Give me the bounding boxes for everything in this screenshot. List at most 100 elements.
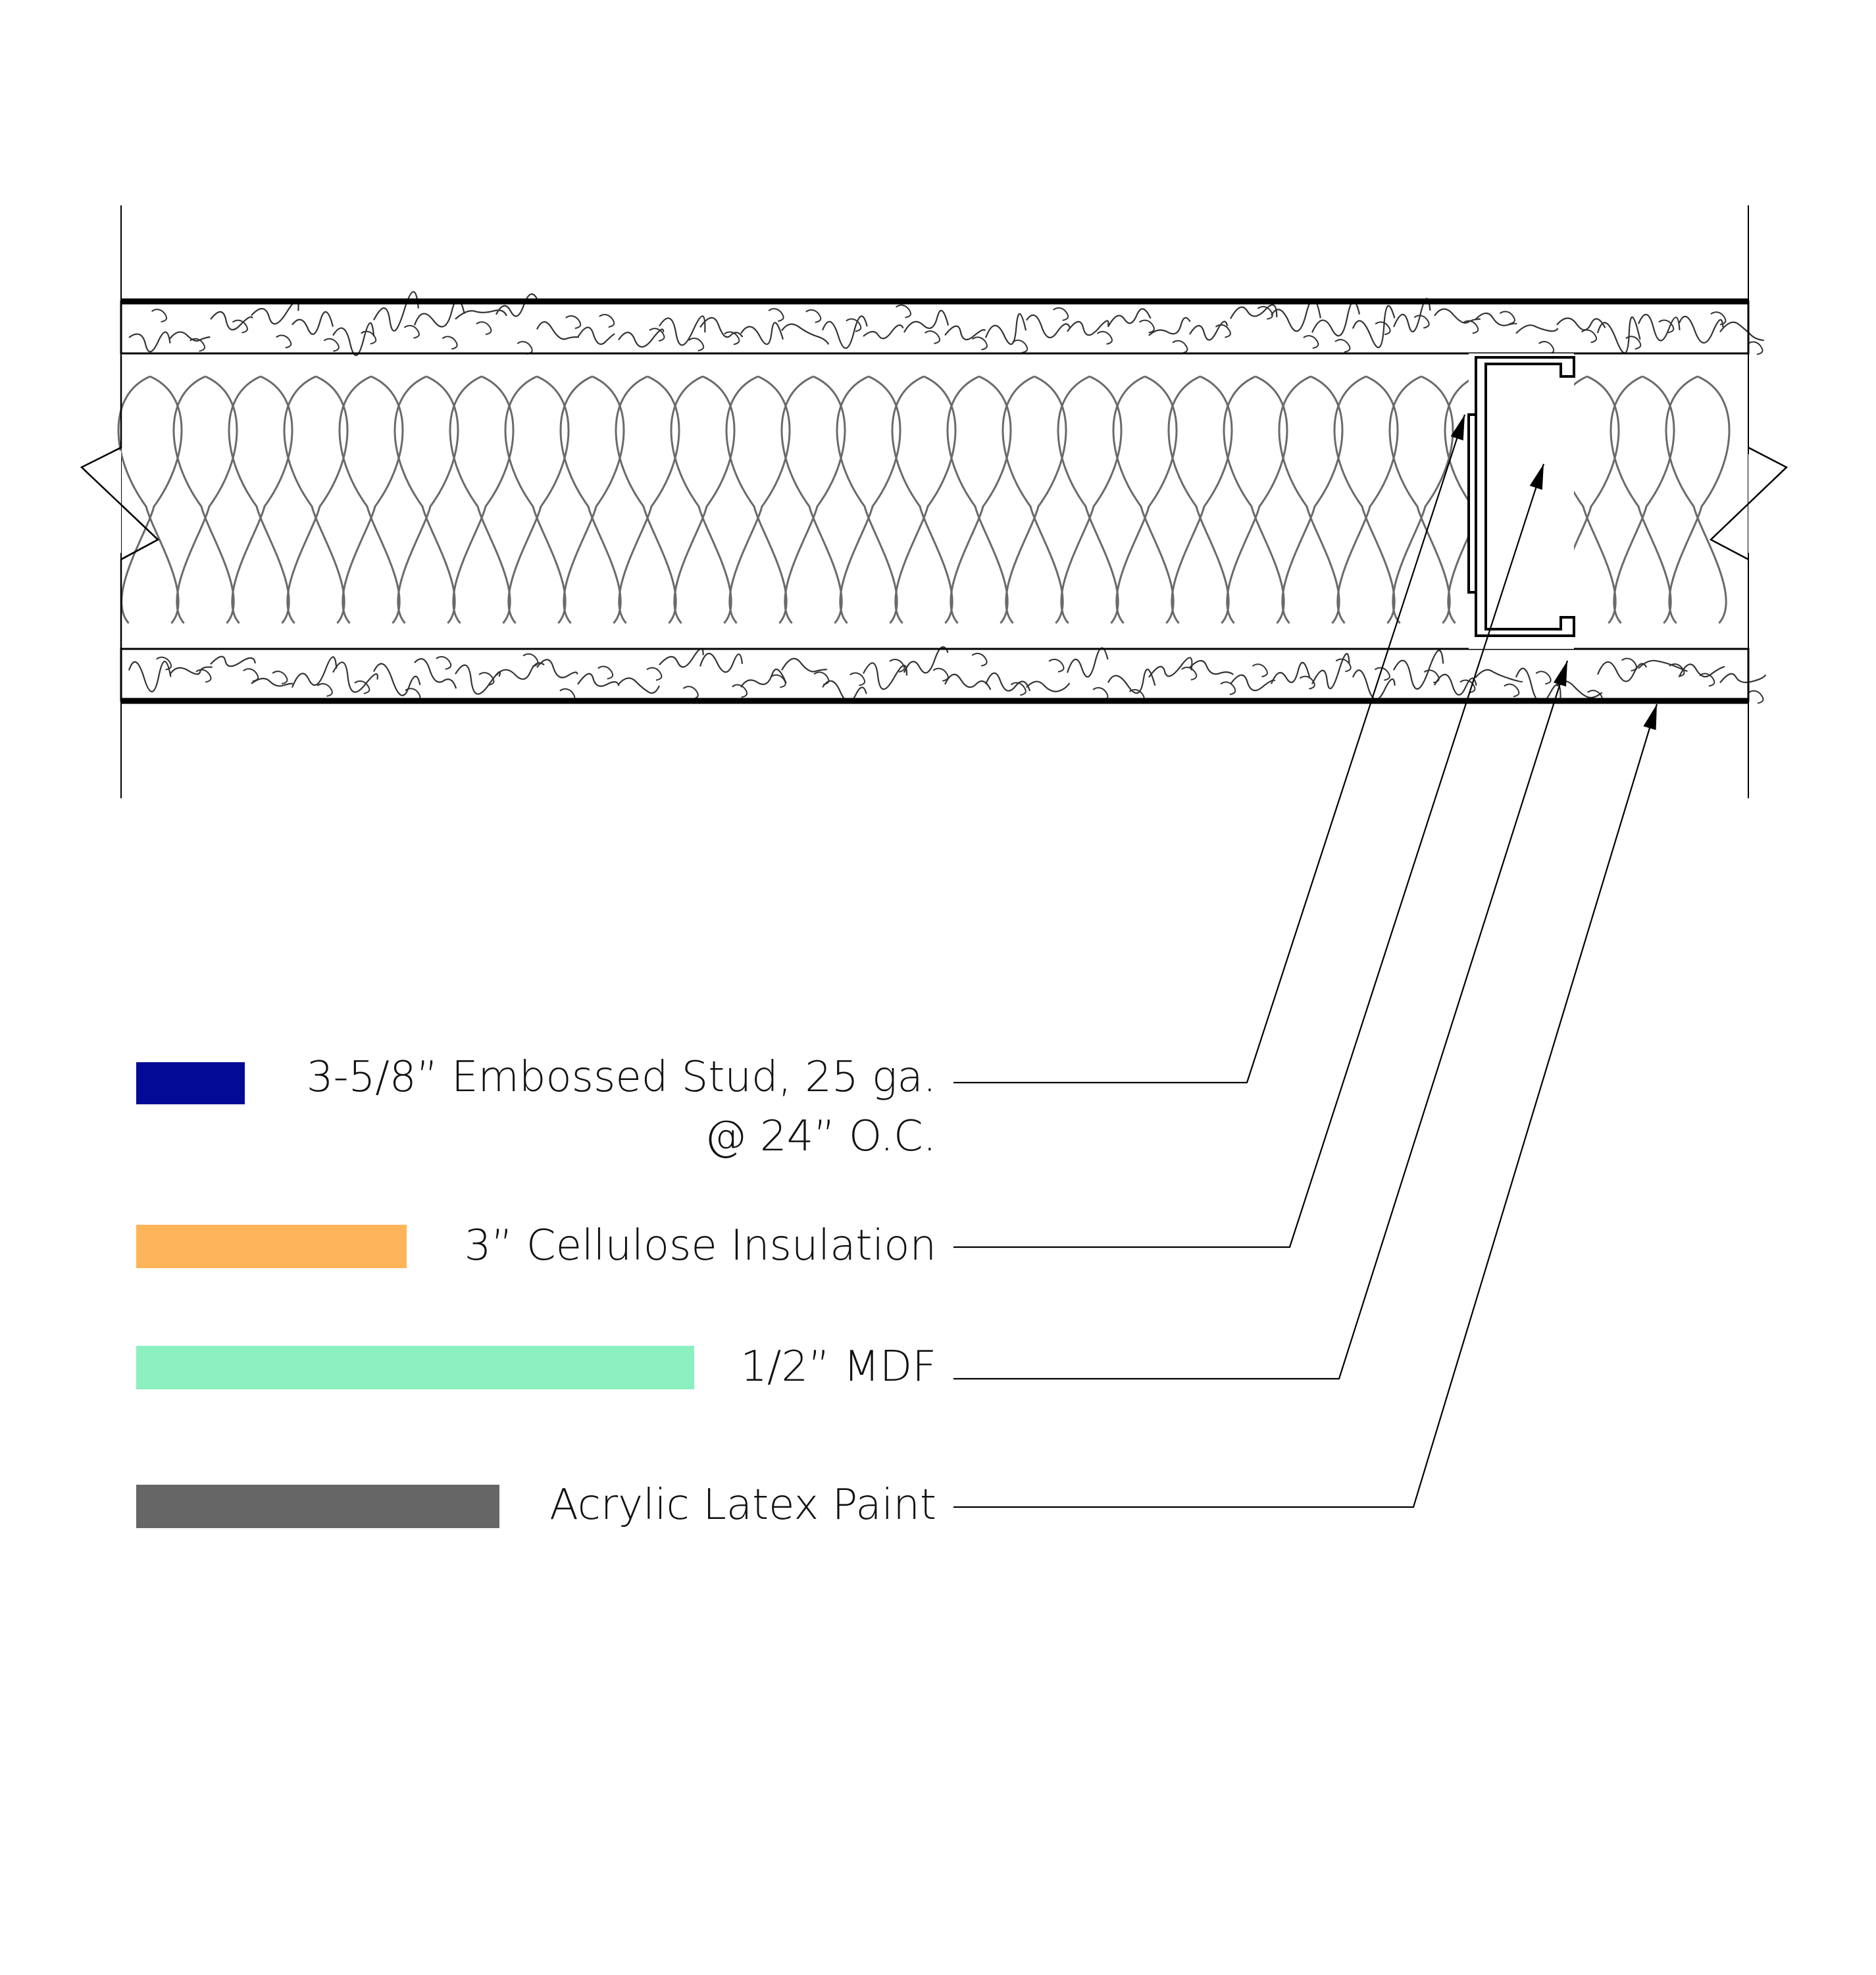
wood-grain-swirl xyxy=(151,309,168,323)
wood-grain-swirl xyxy=(323,338,340,352)
wood-grain-swirl xyxy=(1535,671,1552,685)
wood-grain-swirl xyxy=(1747,341,1763,355)
wood-grain-swirl xyxy=(1459,679,1476,694)
batt-lobe xyxy=(618,375,680,625)
legend-label-insulation: 3” Cellulose Insulation xyxy=(465,1221,936,1270)
wood-grain-mark xyxy=(455,309,507,320)
metal-stud xyxy=(1467,353,1575,649)
wood-grain-mark xyxy=(1515,324,1559,334)
leader-arrowhead-4 xyxy=(1643,704,1657,731)
wood-grain-swirl xyxy=(522,653,539,667)
batt-lobe xyxy=(1112,375,1175,625)
wood-grain-swirl xyxy=(1334,339,1351,353)
wood-grain-mark xyxy=(1311,653,1350,690)
legend-swatch-paint xyxy=(136,1485,499,1528)
wood-grain-swirl xyxy=(276,334,292,349)
wood-grain-swirl xyxy=(1252,663,1268,678)
batt-lobe xyxy=(673,375,736,625)
wood-grain-swirl xyxy=(1220,681,1236,696)
wood-grain-swirl xyxy=(272,671,288,685)
wood-grain-mark xyxy=(1679,663,1725,678)
wood-grain-mark xyxy=(495,662,545,680)
wood-grain-mark xyxy=(414,658,457,689)
wood-grain-swirl xyxy=(597,665,614,680)
batt-lobe xyxy=(120,375,183,625)
wood-grain-mark xyxy=(1230,674,1276,692)
legend-swatch-mdf xyxy=(136,1346,694,1389)
wood-grain-mark xyxy=(495,293,538,317)
wood-grain-swirl xyxy=(1625,336,1642,350)
batt-lobe xyxy=(563,375,625,625)
leader-arrowhead-2 xyxy=(1529,464,1544,490)
leader-arrowhead-1 xyxy=(1450,415,1465,441)
batt-lobe xyxy=(1060,375,1123,625)
wood-grain-mark xyxy=(944,325,986,341)
top-mdf-board xyxy=(120,291,1764,357)
wood-grain-mark xyxy=(984,313,1027,346)
wood-grain-swirl xyxy=(770,674,786,688)
wood-grain-swirl xyxy=(1621,657,1638,672)
wood-grain-swirl xyxy=(1463,320,1479,334)
wood-grain-swirl xyxy=(361,330,377,345)
batt-lobe xyxy=(1613,375,1675,625)
stud-emboss xyxy=(1467,413,1476,594)
wood-grain-swirl xyxy=(813,671,830,686)
wood-grain-mark xyxy=(210,655,256,667)
wood-grain-mark xyxy=(903,309,950,333)
wood-grain-mark xyxy=(1434,673,1477,696)
wood-grain-swirl xyxy=(895,304,912,319)
wood-grain-swirl xyxy=(1499,311,1515,325)
wood-grain-swirl xyxy=(1504,683,1520,698)
wood-grain-swirl xyxy=(1375,321,1391,336)
wood-grain-swirl xyxy=(1413,315,1430,329)
wood-grain-swirl xyxy=(688,338,705,352)
wood-grain-mark xyxy=(781,323,830,345)
batt-lobe xyxy=(1057,375,1119,625)
wood-grain-mark xyxy=(332,661,378,693)
wood-grain-swirl xyxy=(1669,663,1685,677)
break-lines xyxy=(79,355,1788,649)
batt-lobe xyxy=(1610,375,1672,625)
wood-grain-swirl xyxy=(1748,690,1764,704)
wood-grain-swirl xyxy=(682,686,699,700)
wood-grain-swirl xyxy=(156,656,172,671)
wood-grain-mark xyxy=(1026,314,1071,338)
batt-lobe xyxy=(784,375,846,625)
legend: 3-5/8” Embossed Stud, 25 ga. @ 24” O.C. … xyxy=(136,1053,936,1529)
wood-grain-swirl xyxy=(436,655,452,670)
wood-grain-mark xyxy=(1596,316,1641,354)
batt-lobe xyxy=(891,375,953,625)
batt-lobe xyxy=(1223,375,1285,625)
batt-lobe xyxy=(1005,375,1067,625)
wood-grain-swirl xyxy=(768,308,784,322)
wood-grain-swirl xyxy=(189,338,206,352)
leader-line-1 xyxy=(953,414,1466,1084)
wood-grain-swirl xyxy=(1215,324,1231,338)
batt-lobe xyxy=(725,375,788,625)
wood-grain-swirl xyxy=(932,667,949,682)
batt-lobe xyxy=(839,375,901,625)
wood-grain-mark xyxy=(1719,673,1767,684)
batt-lobe xyxy=(449,375,511,625)
stud-inner-web xyxy=(1484,356,1575,637)
wood-grain-swirl xyxy=(565,315,582,329)
wood-grain-mark xyxy=(210,311,253,331)
wood-grain-swirl xyxy=(649,328,665,342)
batt-lobe xyxy=(338,375,401,625)
wood-grain-mark xyxy=(740,668,787,688)
batt-lobe xyxy=(728,375,791,625)
wood-grain-swirl xyxy=(646,667,663,681)
wood-grain-mark xyxy=(1067,320,1109,336)
wood-grain-swirl xyxy=(724,331,740,346)
batt-lobe xyxy=(1668,375,1731,625)
wood-grain-mark xyxy=(1189,321,1229,341)
wood-grain-mark xyxy=(944,673,992,690)
wall-assembly xyxy=(79,291,1788,704)
wood-grain-mark xyxy=(740,322,784,345)
wood-grain-mark xyxy=(618,677,661,694)
legend-label-stud-spacing: @ 24” O.C. xyxy=(705,1112,936,1161)
wood-grain-swirl xyxy=(442,336,458,350)
wood-grain-mark xyxy=(863,324,904,340)
batt-lobe xyxy=(117,375,180,625)
batt-lobe xyxy=(507,375,570,625)
